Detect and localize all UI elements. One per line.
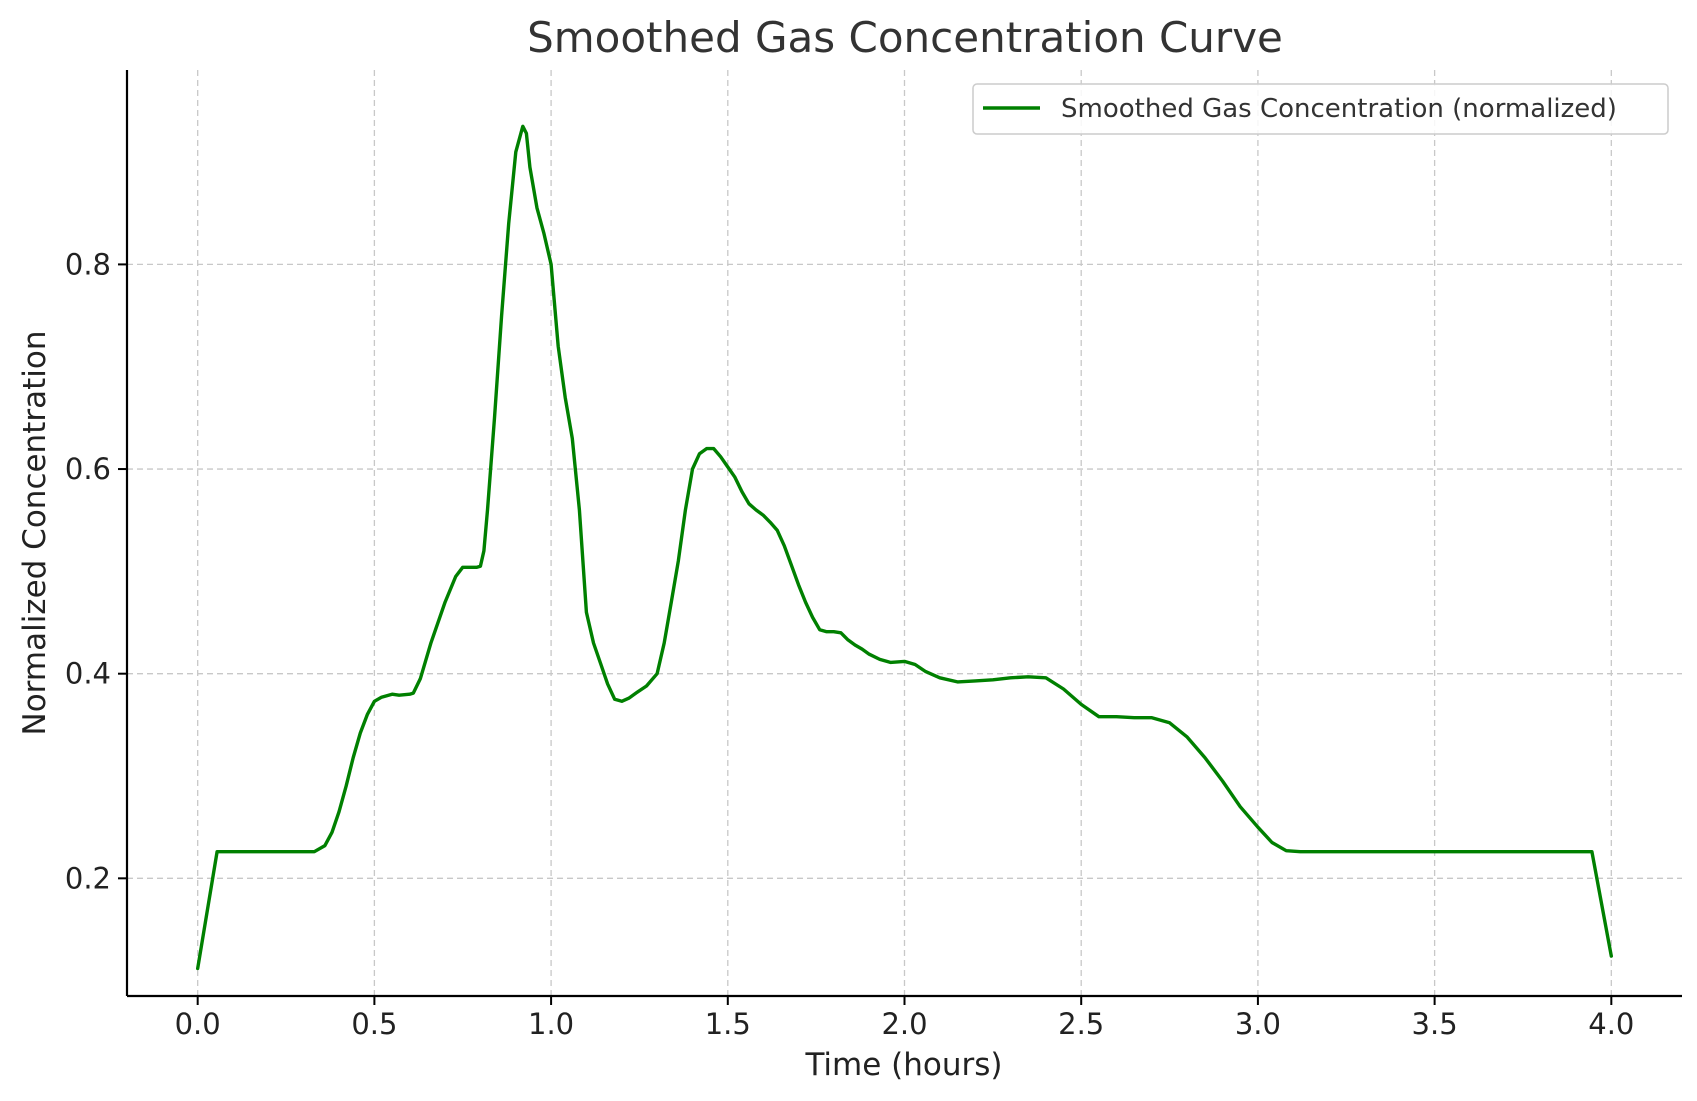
y-axis-label: Normalized Concentration	[17, 331, 53, 736]
x-axis-ticks: 0.0 0.5 1.0 1.5 2.0 2.5 3.0 3.5 4.0	[175, 996, 1634, 1041]
x-axis-label: Time (hours)	[804, 1047, 1002, 1083]
x-tick-label: 0.5	[351, 1007, 397, 1041]
x-tick-label: 3.0	[1235, 1007, 1281, 1041]
y-tick-label: 0.2	[65, 861, 111, 895]
y-axis-ticks: 0.2 0.4 0.6 0.8	[65, 247, 127, 895]
x-tick-label: 1.0	[528, 1007, 574, 1041]
x-tick-label: 2.5	[1058, 1007, 1104, 1041]
y-gridlines	[127, 263, 1682, 879]
legend: Smoothed Gas Concentration (normalized)	[972, 83, 1669, 135]
x-tick-label: 4.0	[1588, 1007, 1634, 1041]
y-tick-label: 0.8	[65, 247, 111, 281]
y-tick-label: 0.6	[65, 452, 111, 486]
x-tick-label: 3.5	[1412, 1007, 1458, 1041]
plot-area	[196, 124, 1613, 971]
x-tick-label: 1.5	[705, 1007, 751, 1041]
x-tick-label: 2.0	[881, 1007, 927, 1041]
legend-box	[972, 83, 1669, 135]
y-tick-label: 0.4	[65, 657, 111, 691]
chart-title: Smoothed Gas Concentration Curve	[527, 13, 1283, 62]
legend-entry: Smoothed Gas Concentration (normalized)	[1061, 94, 1617, 124]
series-line-smoothed-gas-concentration	[196, 124, 1613, 971]
x-tick-label: 0.0	[175, 1007, 221, 1041]
x-gridlines	[197, 70, 1612, 996]
